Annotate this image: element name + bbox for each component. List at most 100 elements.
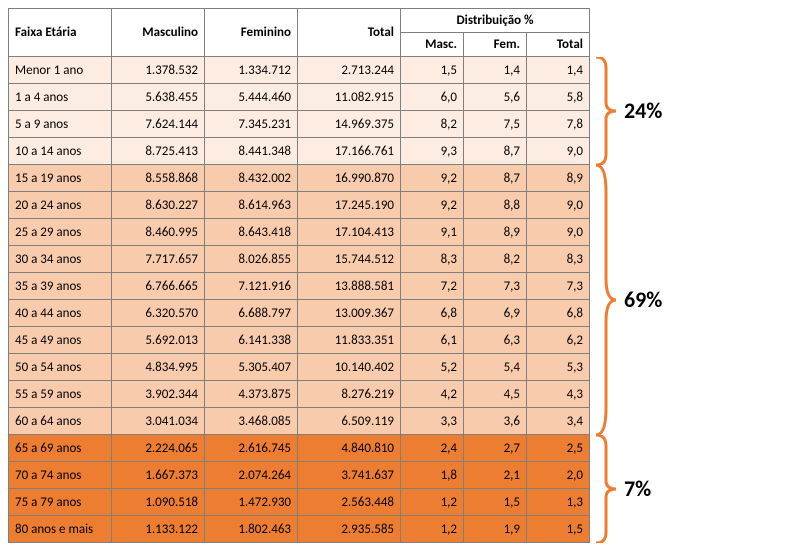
cell: 8.643.418: [205, 219, 298, 246]
cell: 6.509.119: [298, 408, 401, 435]
cell: 6.320.570: [112, 300, 205, 327]
cell: 7,5: [464, 111, 527, 138]
brace-label: 69%: [624, 286, 662, 313]
brace-icon: [596, 57, 616, 165]
table-row: 80 anos e mais1.133.1221.802.4632.935.58…: [9, 516, 590, 543]
table-row: 5 a 9 anos7.624.1447.345.23114.969.3758,…: [9, 111, 590, 138]
cell: 17.166.761: [298, 138, 401, 165]
table-row: 25 a 29 anos8.460.9958.643.41817.104.413…: [9, 219, 590, 246]
age-distribution-table: Faixa Etária Masculino Feminino Total Di…: [8, 8, 590, 543]
cell: 1.334.712: [205, 57, 298, 84]
cell: 6.688.797: [205, 300, 298, 327]
cell: 8.432.002: [205, 165, 298, 192]
cell: 1,5: [401, 57, 464, 84]
cell: 4.834.995: [112, 354, 205, 381]
cell: 6,8: [527, 300, 590, 327]
cell: 9,1: [401, 219, 464, 246]
brace-group: 24%: [596, 57, 662, 165]
cell: 7.717.657: [112, 246, 205, 273]
cell: 1,3: [527, 489, 590, 516]
cell: 17.245.190: [298, 192, 401, 219]
cell: 5,3: [527, 354, 590, 381]
table-row: 15 a 19 anos8.558.8688.432.00216.990.870…: [9, 165, 590, 192]
cell: 3.041.034: [112, 408, 205, 435]
cell: 75 a 79 anos: [9, 489, 112, 516]
header-pct-total: Total: [527, 33, 590, 57]
cell: 25 a 29 anos: [9, 219, 112, 246]
brace-label: 7%: [624, 475, 651, 502]
cell: 5.444.460: [205, 84, 298, 111]
cell: 7,8: [527, 111, 590, 138]
table-row: 10 a 14 anos8.725.4138.441.34817.166.761…: [9, 138, 590, 165]
brace-group: 69%: [596, 165, 662, 435]
cell: 4.840.810: [298, 435, 401, 462]
cell: 8.558.868: [112, 165, 205, 192]
table-row: 75 a 79 anos1.090.5181.472.9302.563.4481…: [9, 489, 590, 516]
cell: 1.133.122: [112, 516, 205, 543]
cell: 2,0: [527, 462, 590, 489]
cell: 4,3: [527, 381, 590, 408]
brace-label: 24%: [624, 97, 662, 124]
cell: 6,3: [464, 327, 527, 354]
cell: 8.026.855: [205, 246, 298, 273]
cell: 1.667.373: [112, 462, 205, 489]
brace-group: 7%: [596, 435, 651, 543]
cell: 8,9: [527, 165, 590, 192]
brace-icon: [596, 435, 616, 543]
cell: 1,2: [401, 489, 464, 516]
cell: 3.468.085: [205, 408, 298, 435]
header-dist: Distribuição %: [401, 9, 590, 33]
cell: 8,7: [464, 138, 527, 165]
cell: 2,5: [527, 435, 590, 462]
cell: 15.744.512: [298, 246, 401, 273]
cell: 35 a 39 anos: [9, 273, 112, 300]
cell: 1 a 4 anos: [9, 84, 112, 111]
cell: 4.373.875: [205, 381, 298, 408]
table-row: 40 a 44 anos6.320.5706.688.79713.009.367…: [9, 300, 590, 327]
cell: 5,4: [464, 354, 527, 381]
cell: 1,5: [464, 489, 527, 516]
cell: 8.725.413: [112, 138, 205, 165]
table-row: 70 a 74 anos1.667.3732.074.2643.741.6371…: [9, 462, 590, 489]
cell: 2,4: [401, 435, 464, 462]
table-row: 60 a 64 anos3.041.0343.468.0856.509.1193…: [9, 408, 590, 435]
cell: 65 a 69 anos: [9, 435, 112, 462]
cell: 6,8: [401, 300, 464, 327]
cell: 7.624.144: [112, 111, 205, 138]
cell: 8,2: [401, 111, 464, 138]
cell: 20 a 24 anos: [9, 192, 112, 219]
cell: 2.935.585: [298, 516, 401, 543]
cell: 5,6: [464, 84, 527, 111]
cell: 1,9: [464, 516, 527, 543]
cell: 1,8: [401, 462, 464, 489]
table-row: Menor 1 ano1.378.5321.334.7122.713.2441,…: [9, 57, 590, 84]
header-masc: Masculino: [112, 9, 205, 57]
cell: 70 a 74 anos: [9, 462, 112, 489]
cell: 1,5: [527, 516, 590, 543]
cell: 15 a 19 anos: [9, 165, 112, 192]
brace-icon: [596, 165, 616, 435]
header-age: Faixa Etária: [9, 9, 112, 57]
cell: 6.141.338: [205, 327, 298, 354]
cell: 4,2: [401, 381, 464, 408]
cell: 7,3: [527, 273, 590, 300]
cell: 14.969.375: [298, 111, 401, 138]
cell: 5.638.455: [112, 84, 205, 111]
cell: 45 a 49 anos: [9, 327, 112, 354]
cell: 11.082.915: [298, 84, 401, 111]
cell: 4,5: [464, 381, 527, 408]
cell: 80 anos e mais: [9, 516, 112, 543]
cell: 3.902.344: [112, 381, 205, 408]
cell: 3.741.637: [298, 462, 401, 489]
cell: 2.563.448: [298, 489, 401, 516]
cell: 9,2: [401, 192, 464, 219]
table-row: 45 a 49 anos5.692.0136.141.33811.833.351…: [9, 327, 590, 354]
cell: 6.766.665: [112, 273, 205, 300]
table-row: 50 a 54 anos4.834.9955.305.40710.140.402…: [9, 354, 590, 381]
cell: 2.713.244: [298, 57, 401, 84]
cell: 5,8: [527, 84, 590, 111]
cell: 5,2: [401, 354, 464, 381]
cell: 2.224.065: [112, 435, 205, 462]
cell: 8.276.219: [298, 381, 401, 408]
cell: 8,9: [464, 219, 527, 246]
